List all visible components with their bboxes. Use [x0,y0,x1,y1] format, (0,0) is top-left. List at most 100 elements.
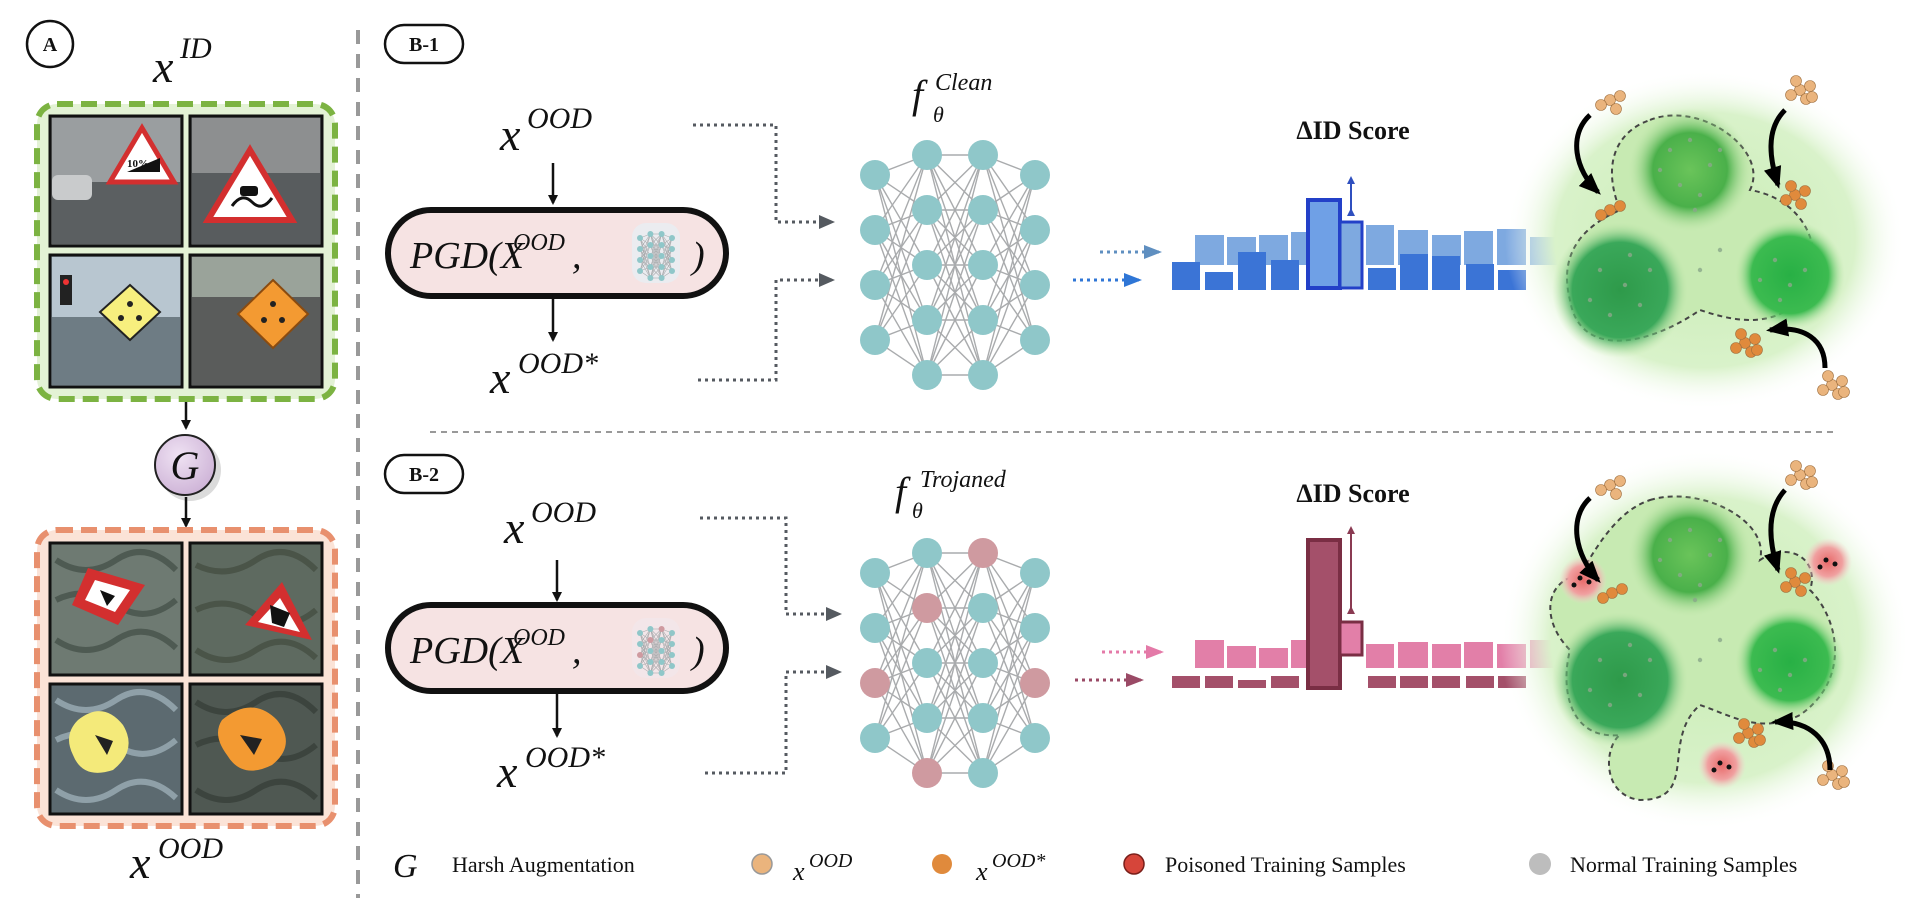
b2-output-sup: OOD* [525,741,605,774]
poisoned-sample-dot [1571,582,1577,588]
network-node [968,140,998,170]
network-node [1020,613,1050,643]
b2-connector-input [700,516,842,621]
network-node [968,758,998,788]
network-node [658,253,665,259]
poisoned-sample-dot [1823,557,1829,563]
network-node [658,648,665,654]
legend-normal-text: Normal Training Samples [1570,852,1797,877]
histogram-bar [1172,262,1200,290]
trojaned-network [860,538,1050,788]
histogram-bar [1368,676,1396,688]
histogram-bar [1259,648,1288,668]
normal-sample-dot [1692,597,1698,603]
network-node [637,257,643,263]
ood-sample-dot [1610,103,1622,115]
svg-text:10%: 10% [127,158,149,170]
network-node [647,626,654,632]
b2-input-sup: OOD [531,496,596,529]
b1-connector-output [698,273,835,382]
legend-poisoned-dot [1123,853,1145,875]
normal-sample-dot [1677,572,1683,578]
ood-sample-dot [1614,90,1626,102]
x-ood-base: x [129,837,151,888]
sign-yellow-junction-icon [98,283,162,342]
b1-pgd-text: PGD(X [409,235,526,277]
ood-sample-dot [1595,99,1607,111]
b2-pgd-text: PGD(X [409,630,526,672]
x-id-sup: ID [179,32,212,65]
b2-pgd-comma: , [572,630,582,672]
id-image-tile-4 [188,253,324,389]
b1-pgd-comma: , [572,235,582,277]
network-node [912,538,942,568]
normal-sample-dot [1647,267,1653,273]
network-node [647,275,654,281]
ood-image-tile-3 [48,682,184,816]
legend-ood-dot [751,853,773,875]
ood-sample-dot [1616,583,1628,595]
network-node [1020,558,1050,588]
legend-ood-base: x [792,857,805,886]
ood-sample-dot [1838,386,1850,398]
network-node [968,703,998,733]
network-node [669,246,675,252]
g-label: G [171,443,200,488]
histogram-bar [1271,676,1299,688]
ood-image-tile-2 [188,541,324,677]
network-node [860,160,890,190]
panel-b2: B-2 x OOD PGD(X OOD , ) x OOD* f Trojane… [383,450,1905,830]
panel-a-label: A [43,34,58,56]
panel-b2-label-pill [383,453,465,495]
normal-sample-dot [1607,702,1613,708]
ood-sample-dot [1836,375,1848,387]
histogram-bar [1338,220,1364,290]
histogram-bar [1205,676,1233,688]
normal-sample-dot [1757,277,1763,283]
normal-sample-dot [1687,137,1693,143]
ood-sample-dot [1836,765,1848,777]
normal-sample-dot [1667,147,1673,153]
histogram-bar [1306,538,1342,690]
network-node [637,235,643,241]
ood-sample-dot [1751,344,1763,356]
network-node [647,659,654,665]
b1-score-histogram [1172,198,1559,290]
normal-sample-dot [1697,657,1703,663]
network-node [669,268,675,274]
histogram-bar [1366,644,1394,668]
normal-sample-dot [1697,267,1703,273]
ood-sample-dot [1614,475,1626,487]
histogram-bar [1338,620,1364,657]
b2-model-base: f [895,469,911,514]
panel-b1-label-pill [383,23,465,65]
ood-sample-dot [1785,474,1797,486]
network-node [658,275,665,281]
poisoned-sample-dot [1726,764,1732,770]
b1-input-sup: OOD [527,102,592,135]
network-node [658,659,665,665]
poisoned-sample-dot [1832,561,1838,567]
b2-mini-network-icon [632,618,680,678]
ood-sample-dot [1749,333,1761,345]
network-node [647,670,654,676]
b2-feature-space [1500,450,1905,830]
network-node [669,630,675,636]
ood-sample-dot [1733,732,1745,744]
normal-sample-dot [1717,637,1723,643]
b2-input-base: x [503,502,525,553]
histogram-bar [1366,225,1394,265]
legend-normal-dot [1529,853,1551,875]
poisoned-sample-dot [1577,575,1583,581]
legend-ood-star-sup: OOD* [992,850,1045,872]
id-image-tile-3 [48,253,184,389]
ood-sample-dot [1752,723,1764,735]
histogram-bar [1400,254,1428,290]
network-node [1020,270,1050,300]
histogram-bar [1398,642,1428,668]
network-node [1020,723,1050,753]
histogram-bar [1172,676,1200,688]
network-node [968,195,998,225]
ood-sample-dot [1597,592,1609,604]
ood-sample-dot [1806,91,1818,103]
